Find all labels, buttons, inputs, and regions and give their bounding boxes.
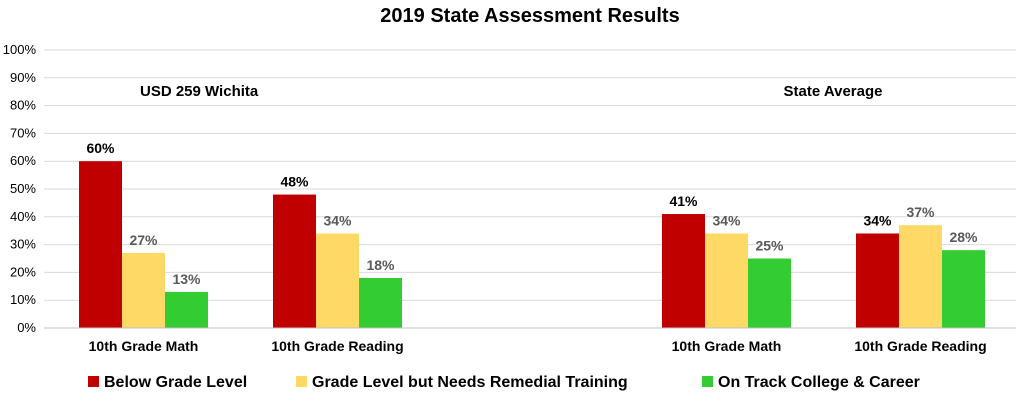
group-label: USD 259 Wichita xyxy=(140,83,259,100)
data-label: 60% xyxy=(86,140,115,156)
y-tick-label: 70% xyxy=(10,125,36,140)
legend-label: Grade Level but Needs Remedial Training xyxy=(312,374,628,391)
data-label: 34% xyxy=(863,212,892,228)
bar xyxy=(899,225,942,328)
category-label: 10th Grade Reading xyxy=(854,338,986,354)
bar xyxy=(122,252,165,328)
data-label: 13% xyxy=(172,271,201,287)
legend-swatch xyxy=(296,376,307,387)
group-labels: USD 259 Wichita State Average xyxy=(140,83,882,100)
bar xyxy=(662,214,705,328)
data-label: 34% xyxy=(712,212,741,228)
bar xyxy=(316,233,359,328)
grid-layer xyxy=(44,49,1016,301)
legend-swatch xyxy=(702,376,713,387)
bar xyxy=(705,233,748,328)
y-axis-ticks: 0% 10% 20% 30% 40% 50% 60% 70% 80% 90% 100% xyxy=(3,42,37,335)
y-tick-label: 30% xyxy=(10,237,36,252)
y-tick-label: 10% xyxy=(10,292,36,307)
category-label: 10th Grade Reading xyxy=(271,338,403,354)
group-label: State Average xyxy=(784,83,883,100)
bar xyxy=(748,258,791,328)
legend-label: Below Grade Level xyxy=(104,374,247,391)
y-tick-label: 80% xyxy=(10,98,36,113)
y-tick-label: 50% xyxy=(10,181,36,196)
y-tick-label: 40% xyxy=(10,209,36,224)
bar xyxy=(359,277,402,328)
legend-swatch xyxy=(88,376,99,387)
y-tick-label: 0% xyxy=(17,320,36,335)
data-label: 18% xyxy=(366,257,395,273)
category-label: 10th Grade Math xyxy=(672,338,782,354)
data-label: 34% xyxy=(323,212,352,228)
data-label: 25% xyxy=(755,238,784,254)
data-label: 41% xyxy=(669,193,698,209)
bar xyxy=(79,161,122,328)
bars xyxy=(79,161,985,328)
bar xyxy=(942,250,985,328)
data-labels: 60% 27% 13% 48% 34% 18% 41% 34% 25% 34% 37% 28% xyxy=(86,140,978,287)
category-labels: 10th Grade Math 10th Grade Reading 10th Gr… xyxy=(89,338,987,354)
bar xyxy=(165,291,208,328)
y-tick-label: 90% xyxy=(10,70,36,85)
legend-label: On Track College & Career xyxy=(718,374,920,391)
data-label: 48% xyxy=(280,174,309,190)
y-tick-label: 100% xyxy=(3,42,37,57)
chart-title: 2019 State Assessment Results xyxy=(380,5,679,27)
bar xyxy=(273,194,316,328)
data-label: 27% xyxy=(129,232,158,248)
data-label: 28% xyxy=(949,229,978,245)
y-tick-label: 20% xyxy=(10,264,36,279)
bar xyxy=(856,233,899,328)
legend: Below Grade Level Grade Level but Needs R… xyxy=(88,374,920,391)
y-tick-label: 60% xyxy=(10,153,36,168)
category-label: 10th Grade Math xyxy=(89,338,199,354)
data-label: 37% xyxy=(906,204,935,220)
